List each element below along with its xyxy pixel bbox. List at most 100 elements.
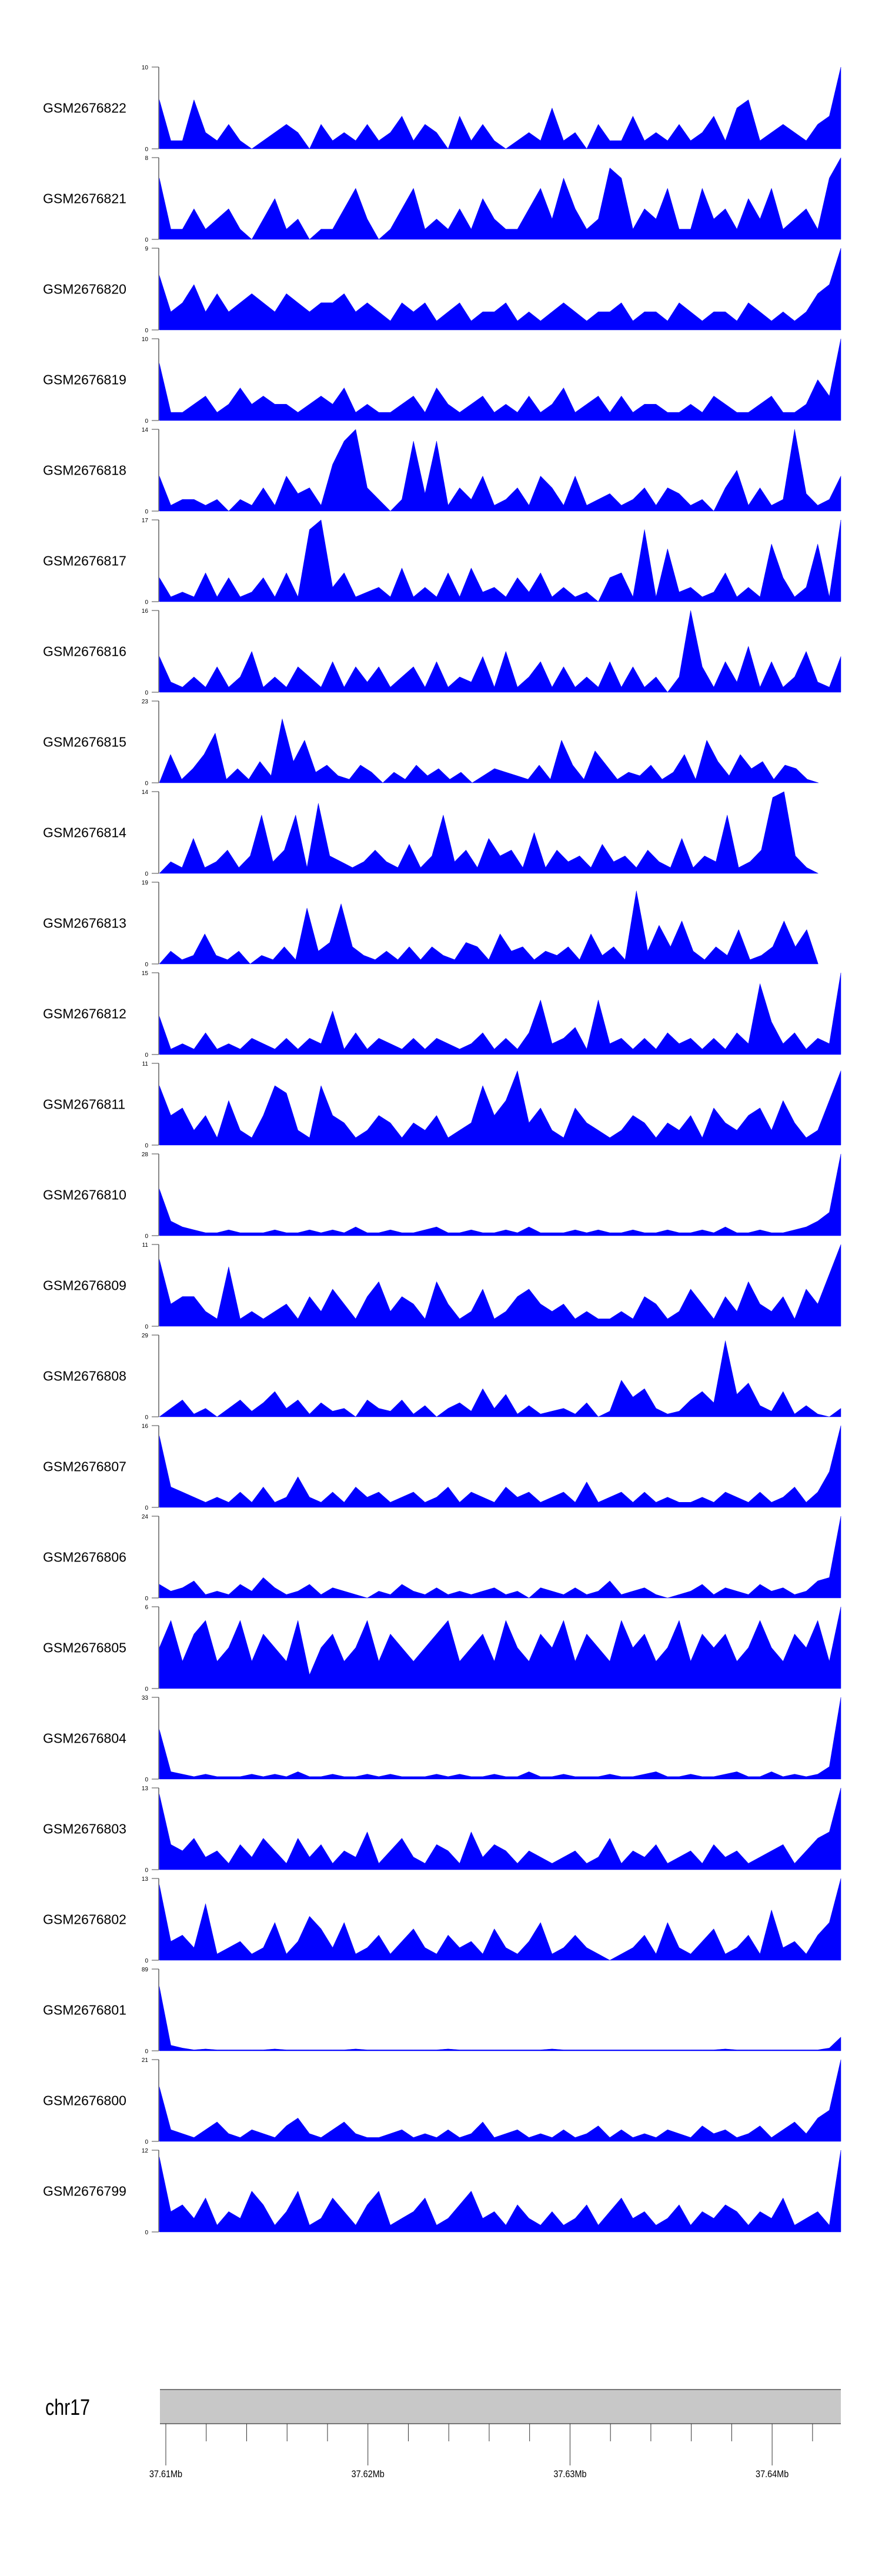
track-GSM2676810: GSM2676810 28 0 <box>43 1152 841 1240</box>
track-GSM2676806: GSM2676806 24 0 <box>43 1514 841 1602</box>
y-axis-max-label: 16 <box>142 1423 149 1430</box>
coverage-area <box>159 719 819 783</box>
data-tracks: GSM2676822100GSM267682180GSM267682090GSM… <box>43 65 841 2236</box>
track-GSM2676816: GSM2676816 16 0 <box>43 608 841 696</box>
track-GSM2676812: GSM2676812 15 0 <box>43 970 841 1059</box>
track-label: GSM2676816 <box>43 644 126 659</box>
coverage-area <box>159 1340 841 1417</box>
y-axis-max-label: 21 <box>142 2057 149 2064</box>
y-axis-max-label: 23 <box>142 699 149 705</box>
y-axis-max-label: 29 <box>142 1333 149 1339</box>
track-label: GSM2676810 <box>43 1187 126 1203</box>
track-GSM2676815: GSM2676815 23 0 <box>43 699 819 787</box>
y-axis-zero-label: 0 <box>145 2048 148 2055</box>
y-axis-max-label: 13 <box>142 1876 149 1883</box>
track-label: GSM2676817 <box>43 553 126 569</box>
track-GSM2676819: GSM2676819 10 0 <box>43 336 841 425</box>
y-axis-zero-label: 0 <box>145 962 148 968</box>
y-axis-max-label: 14 <box>142 789 149 796</box>
coverage-area <box>159 1153 841 1236</box>
track-label: GSM2676803 <box>43 1821 126 1837</box>
major-tick-label: 37.63Mb <box>553 2469 586 2480</box>
y-axis-max-label: 13 <box>142 1786 149 1792</box>
y-axis-zero-label: 0 <box>145 1324 148 1330</box>
y-axis-zero-label: 0 <box>145 1143 148 1149</box>
chromosome-label: chr17 <box>45 2395 90 2420</box>
y-axis-zero-label: 0 <box>145 237 148 243</box>
y-axis-max-label: 19 <box>142 880 149 886</box>
track-label: GSM2676822 <box>43 101 126 116</box>
coverage-area <box>159 248 841 331</box>
y-axis-zero-label: 0 <box>145 690 148 696</box>
track-label: GSM2676819 <box>43 372 126 388</box>
y-axis-zero-label: 0 <box>145 1867 148 1874</box>
y-axis-max-label: 33 <box>142 1695 149 1701</box>
y-axis-max-label: 11 <box>142 1242 149 1249</box>
track-label: GSM2676805 <box>43 1640 126 1656</box>
coverage-area <box>159 1878 841 1961</box>
y-axis-max-label: 10 <box>142 336 149 343</box>
track-GSM2676805: GSM2676805 6 0 <box>43 1604 841 1693</box>
y-axis-zero-label: 0 <box>145 1233 148 1240</box>
track-label: GSM2676806 <box>43 1550 126 1565</box>
track-label: GSM2676815 <box>43 735 126 750</box>
track-label: GSM2676808 <box>43 1369 126 1384</box>
major-tick-label: 37.62Mb <box>352 2469 385 2480</box>
y-axis-zero-label: 0 <box>145 1958 148 1964</box>
coverage-area <box>159 791 818 874</box>
coverage-area <box>159 429 841 512</box>
track-label: GSM2676821 <box>43 191 126 206</box>
track-GSM2676800: GSM2676800 21 0 <box>43 2057 841 2145</box>
track-label: GSM2676812 <box>43 1006 126 1022</box>
y-axis-max-label: 6 <box>145 1604 148 1611</box>
y-axis-max-label: 9 <box>145 246 148 252</box>
y-axis-zero-label: 0 <box>145 509 148 515</box>
track-GSM2676809: GSM2676809 11 0 <box>43 1242 841 1330</box>
track-GSM2676808: GSM2676808 29 0 <box>43 1333 841 1421</box>
track-GSM2676811: GSM2676811 11 0 <box>43 1061 841 1149</box>
genome-axis-track: chr17 37.61Mb 37.62Mb 37.63Mb 37.64Mb <box>45 2389 841 2480</box>
track-GSM2676802: GSM2676802 13 0 <box>43 1876 841 1964</box>
track-label: GSM2676804 <box>43 1731 126 1746</box>
y-axis-zero-label: 0 <box>145 599 148 606</box>
y-axis-zero-label: 0 <box>145 2230 148 2236</box>
y-axis-zero-label: 0 <box>145 418 148 425</box>
coverage-area <box>159 610 841 693</box>
coverage-area <box>159 2059 841 2142</box>
y-axis-zero-label: 0 <box>145 1777 148 1783</box>
track-label: GSM2676814 <box>43 825 126 840</box>
chromosome-ideogram <box>160 2390 841 2424</box>
y-axis-zero-label: 0 <box>145 146 148 153</box>
track-label: GSM2676818 <box>43 463 126 478</box>
coverage-area <box>159 1697 841 1780</box>
coverage-area <box>159 1425 841 1508</box>
y-axis-max-label: 89 <box>142 1967 149 1973</box>
y-axis-zero-label: 0 <box>145 1686 148 1693</box>
coverage-area <box>159 972 841 1055</box>
coverage-area <box>159 1787 841 1870</box>
track-label: GSM2676807 <box>43 1459 126 1474</box>
track-label: GSM2676811 <box>43 1097 125 1112</box>
coverage-area <box>159 1244 841 1327</box>
track-label: GSM2676802 <box>43 1912 126 1927</box>
coverage-area <box>159 890 818 965</box>
coverage-area <box>159 1606 841 1689</box>
y-axis-zero-label: 0 <box>145 2139 148 2145</box>
major-tick-label: 37.61Mb <box>149 2469 182 2480</box>
track-GSM2676820: GSM2676820 9 0 <box>43 246 841 334</box>
y-axis-max-label: 14 <box>142 427 149 433</box>
genome-ticks: 37.61Mb 37.62Mb 37.63Mb 37.64Mb <box>149 2424 813 2480</box>
track-label: GSM2676799 <box>43 2184 126 2199</box>
track-GSM2676818: GSM2676818 14 0 <box>43 427 841 515</box>
track-GSM2676807: GSM2676807 16 0 <box>43 1423 841 1511</box>
y-axis-max-label: 17 <box>142 518 149 524</box>
track-GSM2676804: GSM2676804 33 0 <box>43 1695 841 1783</box>
track-GSM2676799: GSM2676799 12 0 <box>43 2148 841 2236</box>
track-label: GSM2676820 <box>43 282 126 297</box>
y-axis-zero-label: 0 <box>145 1596 148 1602</box>
coverage-area <box>159 157 841 240</box>
y-axis-max-label: 11 <box>142 1061 149 1067</box>
y-axis-max-label: 12 <box>142 2148 149 2154</box>
major-tick-label: 37.64Mb <box>756 2469 789 2480</box>
y-axis-max-label: 10 <box>142 65 149 71</box>
